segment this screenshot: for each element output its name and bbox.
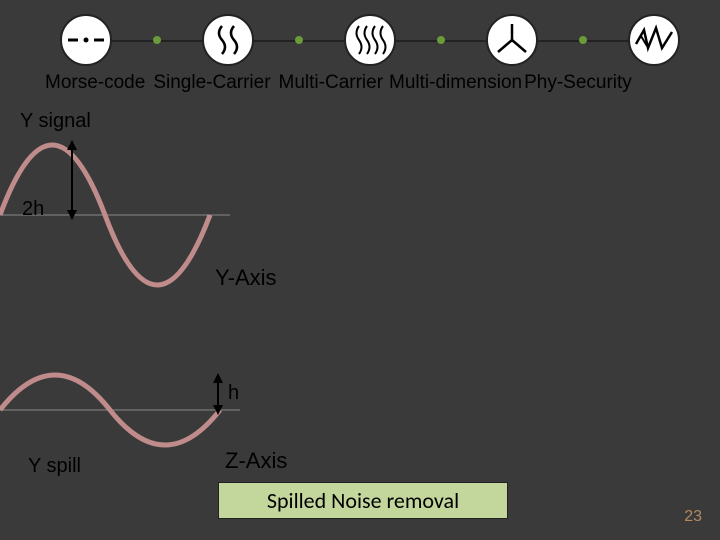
banner-text: Spilled Noise removal (267, 487, 459, 514)
page-number: 23 (684, 508, 702, 526)
morse-icon (64, 18, 108, 62)
amp-label-h: h (228, 382, 239, 405)
timeline-labels: Morse-code Single-Carrier Multi-Carrier … (40, 72, 700, 94)
y-spill-wave (0, 360, 240, 460)
connector-dot (295, 36, 303, 44)
y-axis-label: Y-Axis (215, 265, 277, 291)
multi-carrier-icon (348, 18, 392, 62)
phy-security-icon (632, 18, 676, 62)
node-single-carrier (202, 14, 254, 66)
node-phy-security (628, 14, 680, 66)
node-multi-carrier (344, 14, 396, 66)
label-multid: Multi-dimension (389, 72, 522, 94)
z-axis-label: Z-Axis (225, 448, 287, 474)
label-morse: Morse-code (45, 72, 145, 94)
connector-dot (579, 36, 587, 44)
spilled-noise-banner: Spilled Noise removal (218, 482, 508, 519)
evolution-timeline (60, 10, 680, 70)
node-multi-dimension (486, 14, 538, 66)
label-single: Single-Carrier (153, 72, 270, 94)
y-spill-label: Y spill (28, 455, 81, 478)
multi-dimension-icon (490, 18, 534, 62)
connector-dot (437, 36, 445, 44)
single-carrier-icon (206, 18, 250, 62)
connector-dot (153, 36, 161, 44)
label-phy: Phy-Security (524, 72, 632, 94)
amp-label-2h: 2h (22, 198, 44, 221)
label-multi: Multi-Carrier (279, 72, 384, 94)
node-morse (60, 14, 112, 66)
